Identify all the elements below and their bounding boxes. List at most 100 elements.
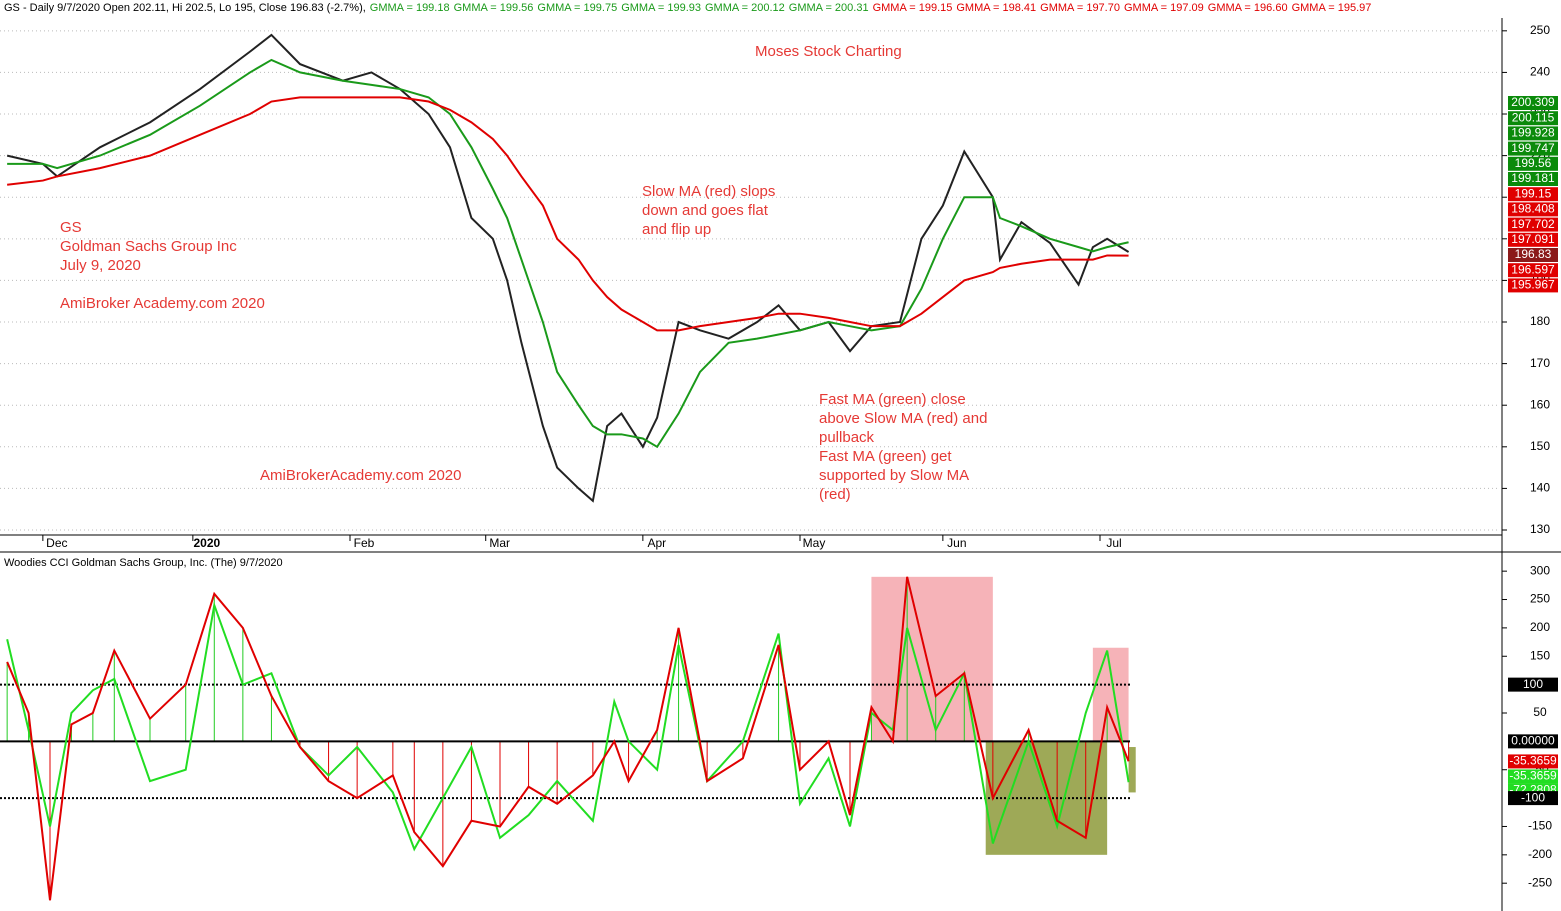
value-tag-label: 196.597 — [1511, 262, 1555, 276]
header-item: GMMA = 200.31 — [789, 2, 869, 14]
annotation: July 9, 2020 — [60, 257, 141, 274]
header-item: GMMA = 195.97 — [1292, 2, 1372, 14]
value-tag-label: -100 — [1521, 790, 1545, 804]
value-tag-label: 198.408 — [1511, 202, 1555, 216]
value-tag — [1508, 217, 1558, 232]
header: GS - Daily 9/7/2020 Open 202.11, Hi 202.… — [4, 2, 1371, 14]
value-tag — [1508, 141, 1558, 156]
header-text: GS - Daily 9/7/2020 Open 202.11, Hi 202.… — [4, 2, 1371, 14]
header-item: GMMA = 197.09 — [1124, 2, 1204, 14]
value-tag-label: 100 — [1523, 677, 1543, 691]
header-item: GMMA = 199.93 — [621, 2, 701, 14]
x-tick-label: 2020 — [194, 536, 221, 550]
value-tag — [1508, 734, 1558, 749]
annotation: Fast MA (green) get — [819, 448, 952, 465]
series-line — [6, 33, 1130, 503]
value-tag — [1508, 754, 1558, 769]
y-tick-label: -200 — [1528, 847, 1552, 861]
value-tag-label: 199.928 — [1511, 126, 1555, 140]
value-tag — [1508, 96, 1558, 110]
header-item: GMMA = 196.60 — [1208, 2, 1288, 14]
annotation: AmiBrokerAcademy.com 2020 — [260, 467, 461, 484]
value-tag — [1508, 232, 1558, 247]
y-tick-label: 150 — [1530, 648, 1550, 662]
annotations: Moses Stock Charting GS Goldman Sachs Gr… — [60, 43, 987, 503]
shaded-region — [1092, 647, 1129, 742]
value-tag — [1508, 202, 1558, 217]
shaded-region — [1128, 747, 1136, 793]
header-title: GS - Daily 9/7/2020 Open 202.11, Hi 202.… — [4, 2, 366, 14]
annotation: Moses Stock Charting — [755, 43, 902, 60]
value-tag-label: 195.967 — [1511, 278, 1555, 292]
y-tick-label: 50 — [1533, 705, 1547, 719]
annotation: AmiBroker Academy.com 2020 — [60, 295, 265, 312]
value-tag — [1508, 263, 1558, 278]
series-line — [6, 601, 1130, 852]
annotation: Goldman Sachs Group Inc — [60, 238, 237, 255]
header-item: GMMA = 198.41 — [956, 2, 1036, 14]
value-tag-label: 197.702 — [1511, 217, 1555, 231]
value-tag — [1508, 791, 1558, 806]
annotation: above Slow MA (red) and — [819, 410, 987, 427]
header-item: GMMA = 199.75 — [537, 2, 617, 14]
value-tag — [1508, 769, 1558, 784]
annotation: pullback — [819, 429, 875, 446]
value-tag-label: 0.00000 — [1511, 734, 1555, 748]
y-tick-label: 150 — [1530, 439, 1550, 453]
series-line — [7, 58, 1129, 449]
series-line — [6, 576, 1130, 901]
y-tick-label: 140 — [1530, 481, 1550, 495]
value-tag — [1508, 248, 1558, 262]
panel-title: Woodies CCI Goldman Sachs Group, Inc. (T… — [4, 557, 283, 569]
y-tick-label: 250 — [1530, 592, 1550, 606]
x-tick-label: Jul — [1106, 536, 1121, 550]
header-item: GMMA = 199.18 — [370, 2, 450, 14]
x-tick-label: Jun — [947, 536, 966, 550]
y-tick-label: 180 — [1530, 314, 1550, 328]
value-tag — [1508, 187, 1558, 202]
series-line — [7, 96, 1129, 332]
y-tick-label: 200 — [1530, 620, 1550, 634]
value-tag-label: 200.115 — [1512, 110, 1555, 124]
header-item: GMMA = 200.12 — [705, 2, 785, 14]
y-tick-label: 160 — [1530, 397, 1550, 411]
y-tick-label: 250 — [1530, 23, 1550, 37]
value-tag — [1508, 156, 1558, 171]
x-tick-label: Dec — [46, 536, 67, 550]
value-tag-label: 196.83 — [1515, 247, 1552, 261]
x-tick-label: Feb — [354, 536, 375, 550]
y-tick-label: -150 — [1528, 819, 1552, 833]
annotation: Slow MA (red) slops — [642, 183, 775, 200]
annotation: and flip up — [642, 221, 711, 238]
value-tag-label: -35.3659 — [1509, 769, 1557, 783]
value-tag — [1508, 172, 1558, 186]
header-item: GMMA = 199.15 — [873, 2, 953, 14]
value-tag-label: 197.091 — [1511, 232, 1555, 246]
annotation: supported by Slow MA — [819, 467, 969, 484]
annotation: GS — [60, 219, 82, 236]
value-tag — [1508, 278, 1558, 293]
y-tick-label: -250 — [1528, 875, 1552, 889]
x-tick-label: Apr — [648, 536, 667, 550]
annotation: (red) — [819, 486, 851, 503]
header-item: GMMA = 199.56 — [454, 2, 534, 14]
y-tick-label: 130 — [1530, 522, 1550, 536]
value-tag-label: 200.309 — [1511, 95, 1555, 109]
value-tag-label: -35.3659 — [1509, 754, 1557, 768]
value-tag — [1508, 677, 1558, 692]
value-tag-label: 199.56 — [1515, 156, 1552, 170]
y-tick-label: 300 — [1530, 563, 1550, 577]
annotation: down and goes flat — [642, 202, 769, 219]
y-tick-label: 240 — [1530, 65, 1550, 79]
x-tick-label: May — [803, 536, 826, 550]
x-tick-label: Mar — [489, 536, 510, 550]
value-tag-label: 199.747 — [1511, 141, 1555, 155]
header-item: GMMA = 197.70 — [1040, 2, 1120, 14]
value-tag — [1508, 111, 1558, 126]
value-tag-label: 199.15 — [1515, 186, 1552, 200]
annotation: Fast MA (green) close — [819, 391, 966, 408]
value-tag-label: 199.181 — [1511, 171, 1555, 185]
y-tick-label: 170 — [1530, 356, 1550, 370]
